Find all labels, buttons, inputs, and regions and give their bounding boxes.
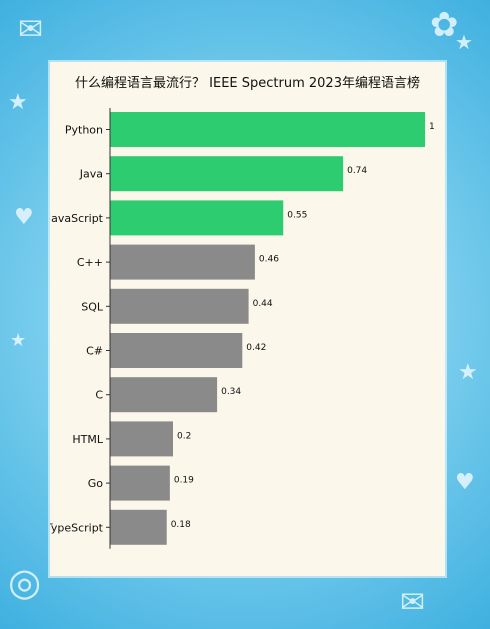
flower-decoration-icon: ✿ (430, 5, 459, 45)
bar-html (110, 421, 173, 457)
envelope-decoration-icon: ✉ (18, 12, 44, 47)
star-decoration-icon: ★ (455, 30, 473, 54)
bar-c- (110, 333, 243, 368)
bar-go (110, 465, 170, 501)
data-label: 0.46 (259, 255, 279, 265)
y-tick-label: HTML (72, 433, 103, 446)
y-tick-label: TypeScript (50, 521, 104, 534)
y-tick-label: Python (65, 124, 103, 137)
bar-sql (110, 288, 249, 324)
y-tick-label: SQL (81, 300, 104, 313)
heart-decoration-icon: ♥ (455, 470, 475, 495)
star-decoration-icon: ★ (8, 90, 28, 115)
y-tick-label: C++ (77, 256, 103, 269)
bar-java (110, 156, 344, 192)
y-tick-label: JavaScript (50, 212, 104, 225)
bar-c (110, 377, 218, 413)
heart-decoration-icon: ♥ (14, 205, 34, 230)
star-decoration-icon: ★ (10, 330, 27, 351)
data-label: 0.2 (177, 431, 191, 441)
data-label: 0.18 (171, 520, 191, 530)
data-label: 0.42 (246, 343, 266, 353)
data-label: 1 (429, 122, 435, 132)
bar-c- (110, 244, 255, 280)
data-label: 0.55 (287, 210, 307, 220)
data-label: 0.19 (174, 476, 194, 486)
data-label: 0.44 (253, 299, 273, 309)
y-tick-label: C# (86, 345, 103, 358)
circle-decoration-icon: ◎ (8, 560, 42, 604)
chart-title: 什么编程语言最流行？ IEEE Spectrum 2023年编程语言榜 (75, 76, 420, 91)
bar-chart: Python 1 Java 0.74 JavaScript 0.55 C++ 0.46 SQL 0… (50, 108, 435, 549)
data-label: 0.74 (347, 166, 367, 176)
bar-javascript (110, 200, 284, 236)
chart-card: 什么编程语言最流行？ IEEE Spectrum 2023年编程语言榜 Pyth… (50, 62, 445, 576)
y-tick-label: C (95, 389, 103, 402)
bar-typescript (110, 509, 167, 545)
y-tick-label: Java (79, 168, 103, 181)
star-decoration-icon: ★ (458, 360, 478, 385)
bar-python (110, 112, 425, 147)
data-label: 0.34 (221, 387, 241, 397)
y-tick-label: Go (88, 477, 104, 490)
envelope-decoration-icon: ✉ (400, 585, 426, 620)
